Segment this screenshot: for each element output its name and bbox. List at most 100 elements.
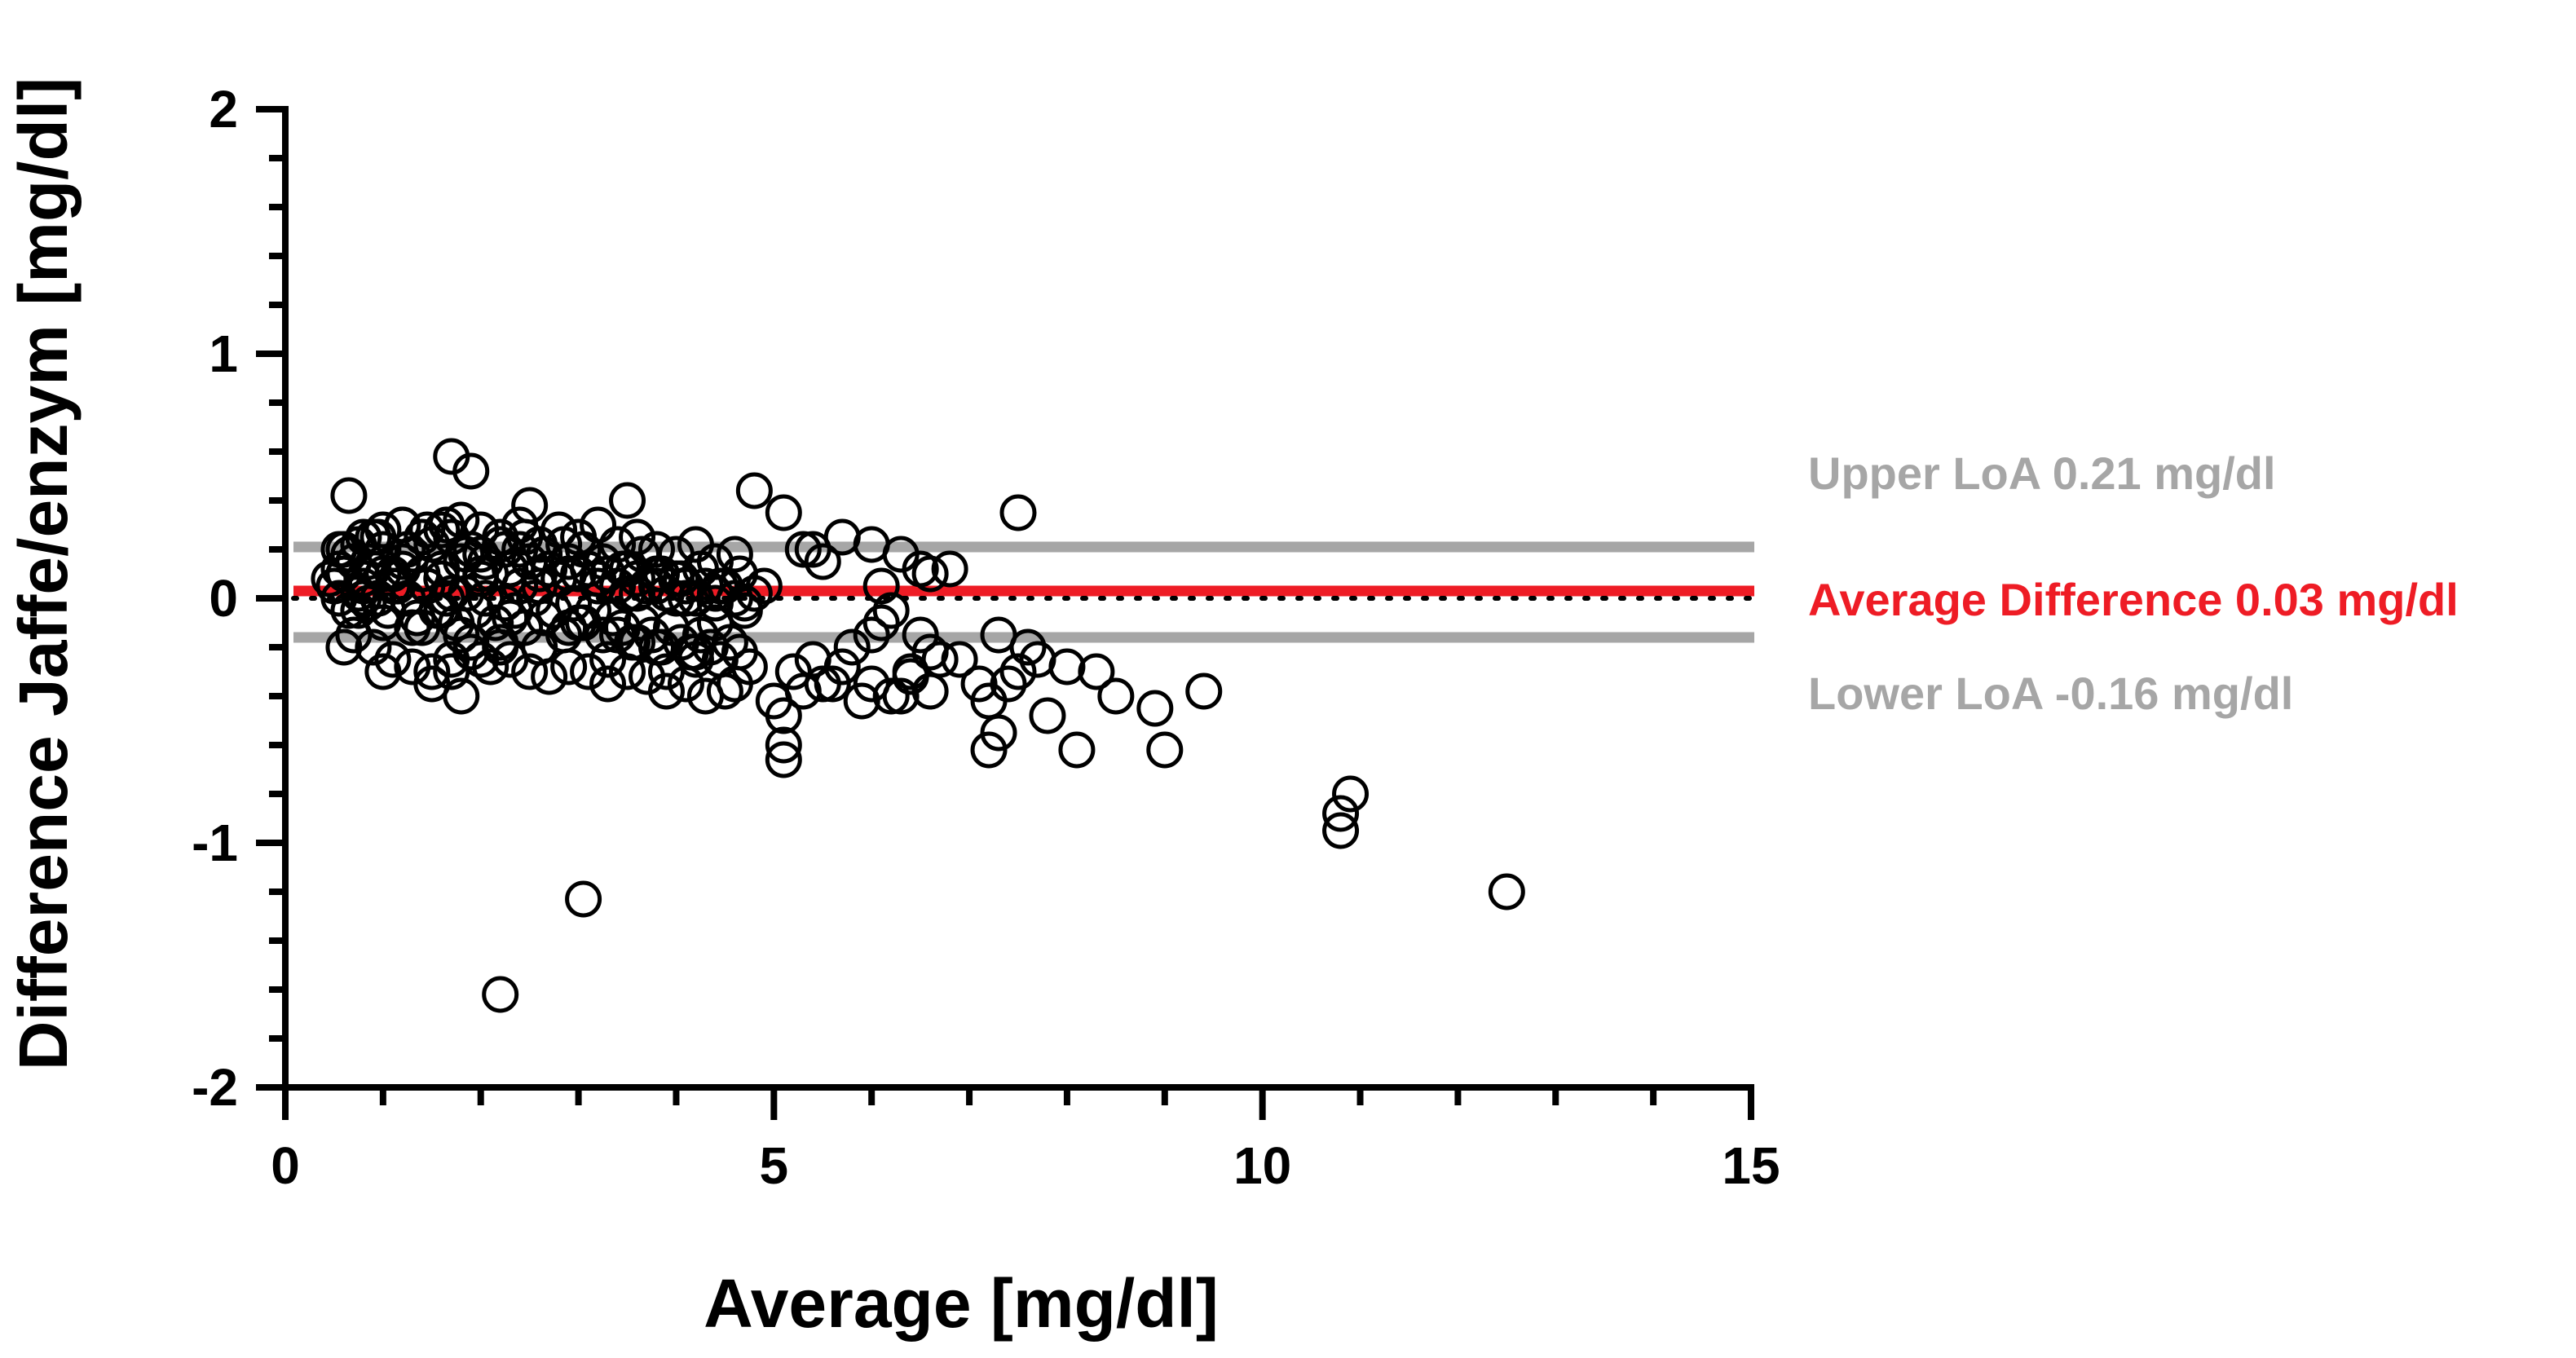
data-point <box>589 665 627 703</box>
scatter-points <box>311 438 1525 1013</box>
data-point <box>701 567 739 605</box>
lower-loa-label: Lower LoA -0.16 mg/dl <box>1808 668 2293 719</box>
data-point <box>330 477 368 514</box>
data-point <box>647 672 685 710</box>
data-point <box>550 555 588 593</box>
data-point <box>408 511 446 549</box>
average-difference-label: Average Difference 0.03 mg/dl <box>1808 574 2459 625</box>
data-point <box>970 731 1008 769</box>
data-point <box>794 531 831 568</box>
data-point <box>619 518 656 556</box>
data-point <box>716 536 753 573</box>
data-point <box>423 511 461 549</box>
data-point <box>1332 775 1370 813</box>
data-point <box>374 641 412 678</box>
data-point <box>443 501 480 539</box>
y-tick-label: -1 <box>192 813 238 872</box>
data-point <box>452 452 490 490</box>
data-point <box>511 653 549 690</box>
data-point <box>999 494 1037 531</box>
data-point <box>1136 690 1174 727</box>
y-tick-label: -2 <box>192 1058 238 1117</box>
data-point <box>662 560 699 597</box>
data-point <box>364 653 402 690</box>
data-point <box>872 592 910 629</box>
data-point <box>647 653 685 690</box>
y-tick-label: 0 <box>209 569 238 628</box>
y-axis-label: Difference Jaffe/enzym [mg/dl] <box>5 77 82 1070</box>
data-point <box>433 575 470 612</box>
data-point <box>355 628 392 666</box>
data-point <box>1322 812 1360 849</box>
data-point <box>1322 795 1360 832</box>
data-point <box>667 580 704 617</box>
data-point <box>911 672 949 710</box>
data-point <box>487 531 524 568</box>
data-point <box>482 976 519 1013</box>
data-point <box>726 584 763 622</box>
data-point <box>696 604 734 642</box>
data-point <box>716 665 753 703</box>
data-point <box>1185 672 1223 710</box>
data-point <box>565 880 602 918</box>
data-point <box>941 641 978 678</box>
y-tick-label: 2 <box>209 80 238 139</box>
data-point <box>492 599 529 637</box>
data-point <box>765 726 802 764</box>
data-point <box>872 677 910 715</box>
data-point <box>511 487 549 524</box>
data-point <box>765 494 802 531</box>
data-point <box>384 506 421 544</box>
data-point <box>394 609 431 646</box>
data-point <box>1078 653 1115 690</box>
data-point <box>804 543 841 580</box>
data-point <box>980 616 1017 654</box>
x-axis-label: Average [mg/dl] <box>704 1265 1219 1342</box>
x-tick-label: 10 <box>1233 1136 1291 1195</box>
data-point <box>706 672 743 710</box>
data-point <box>619 624 656 661</box>
upper-loa-label: Upper LoA 0.21 mg/dl <box>1808 448 2276 499</box>
data-point <box>637 628 675 666</box>
axes: -2 -1 0 1 2 0 5 10 15 <box>192 80 1780 1195</box>
data-point <box>931 550 968 588</box>
data-point <box>1058 731 1096 769</box>
data-point <box>862 567 900 605</box>
data-point <box>853 616 890 654</box>
data-point <box>413 653 451 690</box>
data-point <box>545 526 583 563</box>
data-point <box>882 677 920 715</box>
data-point <box>443 677 480 715</box>
data-point <box>1097 677 1135 715</box>
data-point <box>1488 873 1525 910</box>
data-point <box>784 531 822 568</box>
data-point <box>999 653 1037 690</box>
data-point <box>624 536 661 573</box>
data-point <box>570 653 607 690</box>
data-point <box>428 506 465 544</box>
y-tick-label: 1 <box>209 324 238 383</box>
data-point <box>833 628 871 666</box>
data-point <box>735 472 773 509</box>
data-point <box>990 665 1027 703</box>
data-point <box>584 543 622 580</box>
data-point <box>784 672 822 710</box>
data-point <box>609 482 646 519</box>
y-axis-ticks: -2 -1 0 1 2 <box>192 80 285 1117</box>
data-point <box>599 616 637 654</box>
data-point <box>765 741 802 778</box>
data-point <box>472 648 509 686</box>
x-axis-ticks: 0 5 10 15 <box>271 1087 1780 1195</box>
data-point <box>492 550 529 588</box>
data-point <box>404 555 441 593</box>
data-point <box>443 616 480 654</box>
data-point <box>477 604 514 642</box>
data-point <box>589 641 627 678</box>
data-point <box>1146 731 1184 769</box>
data-point <box>550 648 588 686</box>
data-point <box>721 555 758 593</box>
data-point <box>320 531 358 568</box>
data-point <box>452 624 490 661</box>
